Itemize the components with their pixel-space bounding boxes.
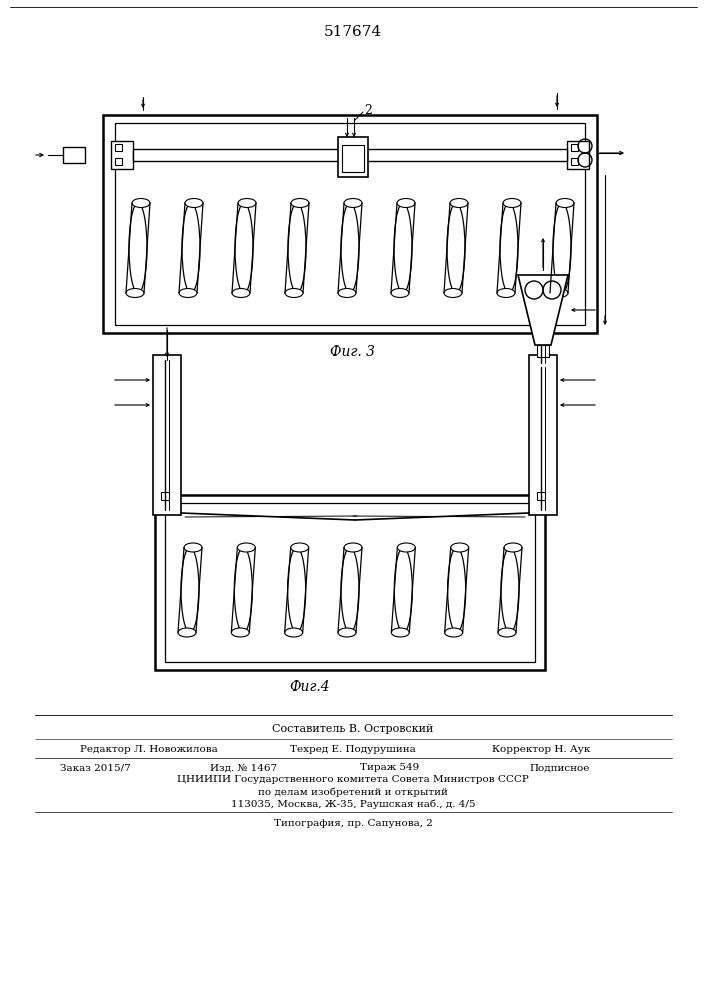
Ellipse shape [238, 543, 255, 552]
Text: Фиг. 3: Фиг. 3 [330, 345, 375, 359]
Ellipse shape [185, 198, 203, 208]
Ellipse shape [501, 548, 519, 633]
Ellipse shape [132, 198, 150, 208]
Ellipse shape [556, 198, 574, 208]
Ellipse shape [397, 543, 415, 552]
Bar [165, 503, 535, 662]
Ellipse shape [182, 203, 200, 293]
Text: Тираж 549: Тираж 549 [360, 764, 419, 772]
Ellipse shape [450, 543, 469, 552]
Ellipse shape [550, 288, 568, 298]
Bar [133, 149, 567, 161]
Ellipse shape [553, 203, 571, 293]
Ellipse shape [344, 198, 362, 208]
Text: 2: 2 [364, 104, 372, 116]
Text: Заказ 2015/7: Заказ 2015/7 [60, 764, 131, 772]
Bar [342, 145, 364, 172]
Ellipse shape [181, 548, 199, 633]
Ellipse shape [504, 543, 522, 552]
Ellipse shape [497, 288, 515, 298]
Ellipse shape [179, 288, 197, 298]
Ellipse shape [232, 288, 250, 298]
Ellipse shape [444, 288, 462, 298]
Ellipse shape [391, 288, 409, 298]
Ellipse shape [338, 288, 356, 298]
Ellipse shape [285, 628, 303, 637]
Bar [155, 495, 545, 670]
Ellipse shape [126, 288, 144, 298]
Bar [115, 123, 585, 325]
Text: Техред Е. Подурушина: Техред Е. Подурушина [290, 746, 416, 754]
Ellipse shape [392, 628, 409, 637]
Ellipse shape [341, 548, 359, 633]
Bar [571, 144, 578, 151]
Ellipse shape [129, 203, 147, 293]
Ellipse shape [450, 198, 468, 208]
Bar [115, 158, 122, 165]
Text: Фиг.4: Фиг.4 [290, 680, 330, 694]
Text: Изд. № 1467: Изд. № 1467 [210, 764, 277, 772]
Ellipse shape [238, 198, 256, 208]
Bar [63, 147, 85, 163]
Ellipse shape [498, 628, 516, 637]
Ellipse shape [178, 628, 196, 637]
Bar [111, 141, 133, 169]
Polygon shape [518, 275, 568, 345]
Ellipse shape [448, 548, 466, 633]
Ellipse shape [500, 203, 518, 293]
Bar [567, 141, 589, 169]
Bar [161, 492, 169, 500]
Ellipse shape [397, 198, 415, 208]
Ellipse shape [231, 628, 250, 637]
Ellipse shape [445, 628, 462, 637]
Text: Редактор Л. Новожилова: Редактор Л. Новожилова [80, 746, 218, 754]
Ellipse shape [395, 548, 412, 633]
Ellipse shape [285, 288, 303, 298]
Text: по делам изобретений и открытий: по делам изобретений и открытий [258, 787, 448, 797]
Ellipse shape [234, 548, 252, 633]
Ellipse shape [288, 548, 305, 633]
Text: Подписное: Подписное [530, 764, 590, 772]
Ellipse shape [503, 198, 521, 208]
Text: 517674: 517674 [324, 25, 382, 39]
Ellipse shape [291, 543, 309, 552]
Ellipse shape [184, 543, 202, 552]
Text: 113035, Москва, Ж-35, Раушская наб., д. 4/5: 113035, Москва, Ж-35, Раушская наб., д. … [230, 799, 475, 809]
Bar [103, 115, 597, 333]
Bar [115, 144, 122, 151]
Bar [338, 137, 368, 177]
Ellipse shape [338, 628, 356, 637]
Ellipse shape [341, 203, 359, 293]
Text: Составитель В. Островский: Составитель В. Островский [272, 724, 433, 734]
Ellipse shape [447, 203, 465, 293]
Ellipse shape [394, 203, 412, 293]
Ellipse shape [291, 198, 309, 208]
Bar [153, 355, 181, 515]
Ellipse shape [288, 203, 306, 293]
Ellipse shape [344, 543, 362, 552]
Bar [537, 345, 549, 357]
Bar [571, 158, 578, 165]
Bar [537, 492, 545, 500]
Text: ЦНИИПИ Государственного комитета Совета Министров СССР: ЦНИИПИ Государственного комитета Совета … [177, 776, 529, 784]
Text: Типография, пр. Сапунова, 2: Типография, пр. Сапунова, 2 [274, 820, 433, 828]
Ellipse shape [235, 203, 253, 293]
Text: Корректор Н. Аук: Корректор Н. Аук [491, 746, 590, 754]
Bar [529, 355, 557, 515]
